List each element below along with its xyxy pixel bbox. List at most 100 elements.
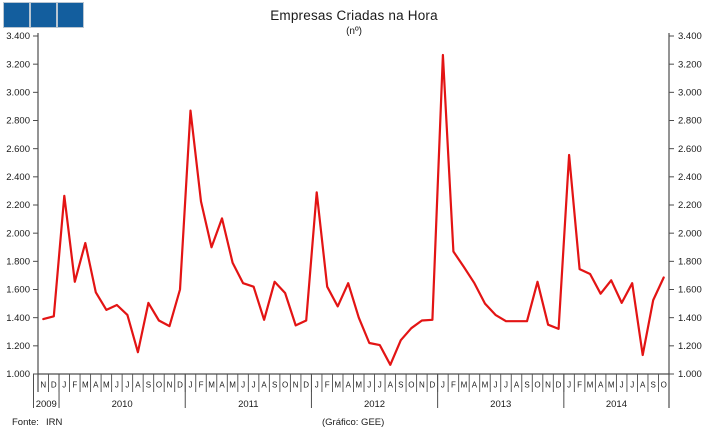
month-label: N [167, 381, 173, 390]
month-label: J [441, 381, 445, 390]
month-label: M [587, 381, 594, 390]
month-label: M [461, 381, 468, 390]
y-axis-label-right: 2.000 [678, 228, 702, 239]
y-axis-label-left: 2.400 [6, 172, 30, 183]
data-line [42, 53, 665, 366]
month-label: D [429, 381, 435, 390]
month-label: J [115, 381, 119, 390]
y-axis-label-right: 2.600 [678, 144, 702, 155]
month-label: J [620, 381, 624, 390]
year-label: 2013 [490, 399, 511, 410]
month-label: S [146, 381, 151, 390]
year-label: 2011 [238, 399, 258, 410]
y-axis-label-right: 3.400 [678, 31, 702, 42]
month-label: O [534, 381, 540, 390]
month-label: J [315, 381, 319, 390]
year-label: 2010 [112, 399, 133, 410]
y-axis-label-right: 1.400 [678, 313, 702, 324]
y-axis-label-left: 2.600 [6, 144, 30, 155]
y-axis-label-left: 1.200 [6, 341, 30, 352]
month-label: M [103, 381, 110, 390]
month-label: J [252, 381, 256, 390]
month-label: O [156, 381, 162, 390]
y-axis-label-right: 2.400 [678, 172, 702, 183]
month-label: N [419, 381, 425, 390]
month-label: M [608, 381, 615, 390]
month-label: S [651, 381, 656, 390]
month-label: F [325, 381, 330, 390]
month-label: N [40, 381, 46, 390]
month-label: S [398, 381, 403, 390]
month-label: J [367, 381, 371, 390]
month-label: A [388, 381, 394, 390]
month-label: A [346, 381, 352, 390]
chart-subtitle: (nº) [346, 26, 362, 37]
logo-square [30, 2, 57, 28]
y-axis-label-left: 1.000 [6, 369, 30, 380]
month-label: D [303, 381, 309, 390]
month-label: A [598, 381, 604, 390]
month-label: O [661, 381, 667, 390]
credit-note: (Gráfico: GEE) [322, 417, 385, 428]
month-label: M [229, 381, 236, 390]
month-label: A [219, 381, 225, 390]
y-axis-label-right: 1.800 [678, 257, 702, 268]
month-label: N [545, 381, 551, 390]
y-axis-label-right: 2.200 [678, 200, 702, 211]
month-label: J [493, 381, 497, 390]
month-label: O [282, 381, 288, 390]
month-label: F [72, 381, 77, 390]
y-axis-label-left: 3.200 [6, 59, 30, 70]
y-axis-label-left: 1.400 [6, 313, 30, 324]
month-label: A [261, 381, 267, 390]
month-label: F [199, 381, 204, 390]
source-value: IRN [45, 417, 63, 428]
y-axis-label-right: 2.800 [678, 116, 702, 127]
y-axis-label-left: 3.000 [6, 88, 30, 99]
month-label: J [62, 381, 66, 390]
month-label: S [524, 381, 529, 390]
month-label: A [93, 381, 99, 390]
chart-title: Empresas Criadas na Hora [270, 8, 438, 23]
month-label: F [451, 381, 456, 390]
y-axis-label-right: 1.200 [678, 341, 702, 352]
month-label: S [272, 381, 277, 390]
y-axis-label-right: 1.000 [678, 369, 702, 380]
month-label: J [567, 381, 571, 390]
month-label: A [640, 381, 646, 390]
logo-square [3, 2, 30, 28]
y-axis-label-left: 3.400 [6, 31, 30, 42]
month-label: J [188, 381, 192, 390]
month-label: J [241, 381, 245, 390]
month-label: F [577, 381, 582, 390]
month-label: J [125, 381, 129, 390]
month-label: M [82, 381, 89, 390]
logo-square [57, 2, 84, 28]
y-axis-label-left: 2.000 [6, 228, 30, 239]
month-label: D [51, 381, 57, 390]
year-label: 2014 [606, 399, 627, 410]
month-label: M [334, 381, 341, 390]
source-note: Fonte: IRN [12, 417, 62, 428]
logo-squares [3, 2, 84, 28]
month-label: A [514, 381, 520, 390]
y-axis-label-right: 3.000 [678, 88, 702, 99]
y-axis-label-right: 3.200 [678, 59, 702, 70]
month-label: J [378, 381, 382, 390]
y-axis-label-left: 2.800 [6, 116, 30, 127]
month-label: M [355, 381, 362, 390]
month-label: M [208, 381, 215, 390]
y-axis-label-right: 1.600 [678, 285, 702, 296]
y-axis-label-left: 1.600 [6, 285, 30, 296]
y-axis-label-left: 2.200 [6, 200, 30, 211]
month-label: A [472, 381, 478, 390]
month-label: D [556, 381, 562, 390]
year-label: 2009 [36, 399, 57, 410]
month-label: M [482, 381, 489, 390]
month-label: J [630, 381, 634, 390]
month-label: J [504, 381, 508, 390]
year-label: 2012 [364, 399, 385, 410]
source-label: Fonte: [12, 417, 39, 428]
